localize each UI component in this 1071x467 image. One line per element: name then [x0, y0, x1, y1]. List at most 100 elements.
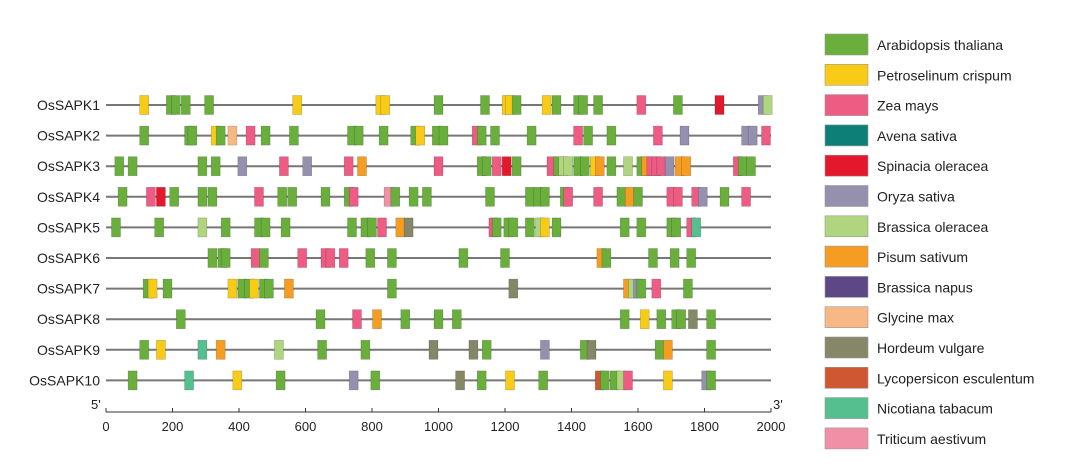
motif-box — [274, 339, 284, 360]
motif-box — [511, 95, 522, 115]
motif-box — [139, 125, 149, 146]
legend-item: Brassica napus — [824, 276, 973, 298]
motif-box — [154, 217, 164, 238]
x-tick-label: 400 — [228, 419, 250, 434]
motif-box — [706, 309, 716, 330]
motif-box — [508, 278, 519, 299]
motif-box — [197, 217, 208, 238]
motif-box — [260, 125, 271, 146]
legend-label: Hordeum vulgare — [877, 340, 985, 356]
sequence-OsSAPK9: OsSAPK9 — [37, 339, 771, 360]
motif-box — [505, 370, 515, 391]
motif-box — [210, 156, 221, 176]
motif-box — [583, 125, 593, 146]
motif-box — [187, 125, 198, 146]
motif-box — [636, 278, 647, 299]
motif-box — [601, 248, 612, 268]
legend-swatch — [824, 94, 869, 116]
sequence-OsSAPK10: OsSAPK10 — [29, 370, 771, 391]
motif-box — [673, 187, 683, 207]
motif-box — [476, 370, 487, 391]
x-tick-label: 0 — [102, 419, 109, 434]
motif-box — [127, 370, 138, 391]
motif-box — [481, 339, 492, 360]
motif-box — [616, 187, 627, 207]
legend-item: Zea mays — [824, 94, 938, 116]
motif-box — [623, 370, 633, 391]
motif-box — [686, 248, 697, 268]
legend-label: Lycopersicon esculentum — [877, 370, 1034, 386]
motif-box — [279, 156, 289, 176]
motif-box — [387, 248, 397, 268]
motif-box — [117, 187, 128, 207]
motif-box — [197, 339, 208, 360]
motif-box — [511, 156, 522, 176]
motif-box — [320, 187, 331, 207]
legend-label: Petroselinum crispum — [877, 67, 1012, 83]
legend-swatch — [824, 336, 869, 359]
motif-box — [526, 125, 537, 146]
motif-box — [623, 156, 633, 176]
motif-box — [275, 370, 286, 391]
legend-item: Petroselinum crispum — [824, 64, 1012, 86]
motif-box — [639, 309, 650, 330]
sequence-OsSAPK5: OsSAPK5 — [37, 217, 771, 238]
x-axis-ticks: 0 200 400 600 800 1000 1200 1400 1600 1800 2000 — [102, 408, 785, 434]
motif-box — [706, 339, 716, 360]
motif-box — [156, 339, 166, 360]
motif-box — [169, 187, 179, 207]
motif-box — [679, 125, 690, 146]
motif-box — [606, 125, 617, 146]
motif-box — [501, 156, 512, 176]
motif-box — [292, 95, 303, 115]
motif-box — [433, 95, 444, 115]
motif-box — [651, 278, 662, 299]
five-prime-label: 5' — [91, 397, 101, 412]
sequence-label: OsSAPK9 — [37, 342, 100, 358]
motif-box — [673, 95, 683, 115]
motif-box — [636, 95, 647, 115]
motif-box — [181, 95, 191, 115]
legend-item: Spinacia oleracea — [824, 154, 989, 177]
legend-swatch — [824, 306, 869, 329]
motif-box — [551, 95, 562, 115]
motif-box — [663, 339, 673, 360]
motif-box — [207, 248, 218, 268]
motif-box — [146, 187, 156, 207]
motif-box — [762, 95, 773, 115]
motif-box — [204, 95, 214, 115]
legend: Arabidopsis thaliana Petroselinum crispum… — [824, 33, 1034, 450]
sequence-OsSAPK8: OsSAPK8 — [37, 309, 771, 330]
motif-box — [237, 156, 248, 176]
motif-box — [348, 187, 359, 207]
motif-box — [563, 156, 574, 176]
motif-box — [250, 248, 261, 268]
motif-box — [249, 278, 259, 299]
motif-box — [139, 339, 149, 360]
motif-box — [408, 187, 419, 207]
motif-box — [315, 309, 326, 330]
sequence-label: OsSAPK1 — [37, 97, 100, 113]
sequence-OsSAPK1: OsSAPK1 — [37, 95, 773, 115]
motif-box — [540, 217, 550, 238]
sequence-label: OsSAPK7 — [37, 281, 100, 297]
motif-box — [370, 370, 381, 391]
legend-label: Nicotiana tabacum — [877, 401, 993, 417]
sequence-label: OsSAPK4 — [37, 189, 100, 205]
legend-item: Hordeum vulgare — [824, 336, 985, 359]
motif-box — [508, 217, 519, 238]
motif-box — [490, 125, 500, 146]
motif-box — [289, 125, 299, 146]
motif-box — [114, 156, 125, 176]
legend-item: Pisum sativum — [824, 245, 968, 268]
motif-box — [747, 125, 758, 146]
x-tick-label: 1800 — [690, 419, 719, 434]
x-tick-label: 1200 — [491, 419, 520, 434]
sequence-label: OsSAPK6 — [37, 250, 100, 266]
motif-box — [325, 248, 336, 268]
motif-box — [280, 217, 291, 238]
motif-box — [302, 156, 313, 176]
motif-box — [438, 125, 449, 146]
motif-box — [227, 278, 238, 299]
motif-box — [714, 95, 725, 115]
